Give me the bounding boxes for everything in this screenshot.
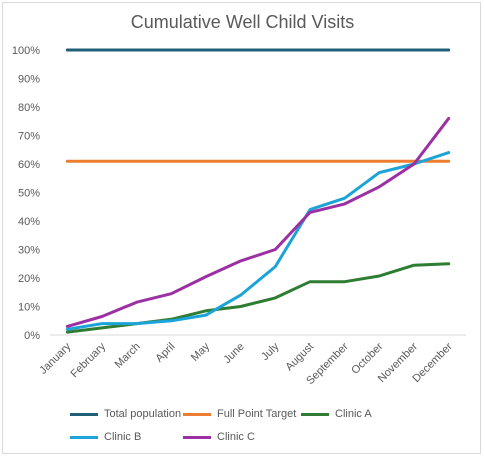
y-tick-label: 60% xyxy=(18,159,40,171)
y-tick-label: 10% xyxy=(18,302,40,314)
chart-frame xyxy=(2,2,481,454)
y-tick-label: 0% xyxy=(24,330,40,342)
legend-label: Total population xyxy=(104,408,182,420)
x-tick-label: August xyxy=(283,341,316,374)
legend-swatch xyxy=(70,412,98,416)
legend-swatch xyxy=(183,412,211,416)
x-tick-label: July xyxy=(259,340,282,363)
legend-swatch xyxy=(301,412,329,416)
legend-item-total-population: Total population xyxy=(70,406,181,422)
legend-item-clinic-c: Clinic C xyxy=(183,429,255,445)
y-tick-label: 50% xyxy=(18,188,40,200)
y-tick-label: 70% xyxy=(18,131,40,143)
chart-legend: Total population Full Point Target Clini… xyxy=(0,400,485,458)
x-tick-label: February xyxy=(69,340,109,380)
legend-swatch xyxy=(183,435,211,439)
y-tick-label: 40% xyxy=(18,216,40,228)
series-line-clinic-c xyxy=(65,116,451,328)
y-tick-label: 30% xyxy=(18,245,40,257)
x-tick-label: June xyxy=(221,341,246,366)
legend-label: Clinic B xyxy=(104,431,142,443)
y-tick-label: 100% xyxy=(12,45,40,57)
x-tick-label: May xyxy=(189,340,213,364)
legend-swatch xyxy=(70,435,98,439)
legend-item-full-point-target: Full Point Target xyxy=(183,406,296,422)
series-line-clinic-a xyxy=(65,262,451,334)
legend-item-clinic-b: Clinic B xyxy=(70,429,141,445)
x-tick-label: April xyxy=(153,341,177,365)
legend-label: Clinic C xyxy=(217,431,255,443)
chart-title: Cumulative Well Child Visits xyxy=(130,12,355,32)
y-tick-label: 90% xyxy=(18,74,40,86)
legend-label: Clinic A xyxy=(335,408,372,420)
legend-item-clinic-a: Clinic A xyxy=(301,406,372,422)
y-tick-label: 80% xyxy=(18,102,40,114)
x-tick-label: March xyxy=(113,341,143,371)
legend-label: Full Point Target xyxy=(217,408,297,420)
series-line-clinic-b xyxy=(65,151,451,331)
y-tick-label: 20% xyxy=(18,273,40,285)
